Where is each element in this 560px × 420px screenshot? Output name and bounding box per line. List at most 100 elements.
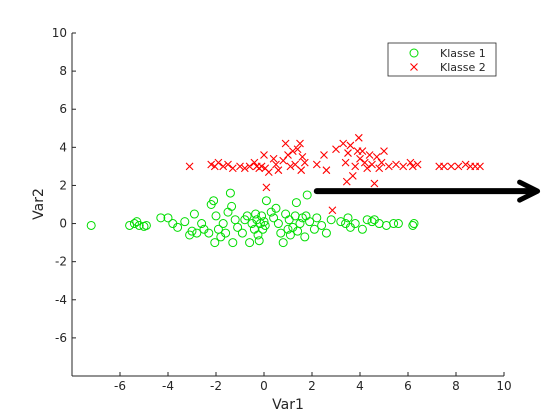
data-point-x <box>257 162 266 171</box>
y-tick-label: 10 <box>52 26 67 40</box>
series-2 <box>185 133 484 215</box>
data-point-x <box>300 158 309 167</box>
plot-background <box>72 33 504 376</box>
data-point-circle <box>204 228 214 238</box>
data-point-circle <box>350 219 360 229</box>
data-point-x <box>354 133 363 142</box>
data-point-circle <box>173 222 183 232</box>
data-point-x <box>228 164 237 173</box>
data-point-circle <box>253 230 263 240</box>
data-point-circle <box>259 217 269 227</box>
y-tick-label: -2 <box>55 255 67 269</box>
y-tick-label: -4 <box>55 293 67 307</box>
data-point-x <box>344 149 352 157</box>
data-point-x <box>245 162 254 171</box>
data-point-x <box>360 158 369 167</box>
data-point-circle <box>283 224 293 234</box>
data-point-x <box>454 162 463 171</box>
plot-area <box>72 33 504 376</box>
data-point-circle <box>125 220 135 230</box>
data-point-x <box>291 160 300 169</box>
data-point-circle <box>276 228 286 238</box>
data-point-x <box>262 183 271 192</box>
data-point-circle <box>254 236 264 246</box>
data-point-circle <box>156 213 166 223</box>
legend-box <box>387 42 497 77</box>
y-tick-label: -6 <box>55 331 67 345</box>
data-point-x <box>408 162 417 171</box>
x-tick-label: 4 <box>356 379 364 393</box>
data-point-circle <box>300 232 310 242</box>
data-point-circle <box>291 198 301 208</box>
data-point-circle <box>237 228 247 238</box>
data-point-circle <box>273 219 283 229</box>
data-point-circle <box>336 217 346 227</box>
data-point-x <box>348 172 357 180</box>
y-axis-label: Var2 <box>31 188 47 220</box>
data-point-circle <box>357 224 367 234</box>
x-tick-label: -2 <box>210 379 222 393</box>
x-tick-label: -4 <box>162 379 174 393</box>
data-point-circle <box>192 228 202 238</box>
data-point-circle <box>309 224 319 234</box>
data-point-x <box>476 162 484 171</box>
data-point-x <box>260 151 268 159</box>
x-ticks: -6 -4 -2 0 2 4 6 8 10 <box>114 372 512 393</box>
data-point-x <box>440 162 448 171</box>
data-point-circle <box>321 228 331 238</box>
data-point-circle <box>180 217 190 227</box>
annotations <box>313 179 541 203</box>
legend-label: Klasse 2 <box>440 61 486 74</box>
data-point-x <box>240 164 249 173</box>
data-point-x <box>185 162 194 171</box>
legend-marker-circle <box>409 48 419 58</box>
data-series <box>86 133 484 248</box>
axes <box>71 33 504 377</box>
data-point-circle <box>211 211 221 221</box>
data-point-circle <box>163 213 173 223</box>
data-point-x <box>363 164 372 173</box>
data-point-x <box>399 162 408 171</box>
data-point-x <box>312 160 321 169</box>
data-point-x <box>286 162 295 171</box>
data-point-x <box>272 160 280 169</box>
data-point-x <box>293 145 302 154</box>
y-ticks: -6 -4 -2 0 2 4 6 8 10 <box>52 26 76 345</box>
data-point-circle <box>305 217 315 227</box>
data-point-circle <box>408 220 418 230</box>
y-tick-label: 2 <box>59 178 67 192</box>
data-point-x <box>406 158 415 167</box>
data-point-circle <box>134 220 144 230</box>
data-point-x <box>274 166 283 175</box>
data-point-circle <box>302 190 312 200</box>
data-point-circle <box>242 211 252 221</box>
data-point-x <box>377 158 386 167</box>
data-point-circle <box>326 215 336 225</box>
x-axis-label: Var1 <box>272 397 304 413</box>
data-point-x <box>224 160 232 169</box>
data-point-x <box>279 156 288 165</box>
data-point-x <box>365 151 374 159</box>
data-point-x <box>298 152 307 161</box>
data-point-x <box>236 162 244 171</box>
data-point-circle <box>187 226 197 236</box>
data-point-circle <box>221 228 231 238</box>
data-point-x <box>447 162 456 171</box>
data-point-circle <box>295 219 305 229</box>
data-point-x <box>264 168 273 176</box>
x-tick-label: 6 <box>404 379 412 393</box>
legend-label: Klasse 1 <box>440 47 486 60</box>
data-point-x <box>384 162 393 171</box>
data-point-x <box>269 154 278 163</box>
data-point-x <box>380 147 388 156</box>
y-tick-label: 0 <box>59 217 67 231</box>
arrow-head <box>517 179 541 203</box>
data-point-x <box>296 139 304 148</box>
data-point-circle <box>409 219 419 229</box>
data-point-x <box>370 179 379 188</box>
data-point-circle <box>271 203 281 213</box>
data-point-x <box>207 160 216 169</box>
data-point-x <box>346 141 355 150</box>
